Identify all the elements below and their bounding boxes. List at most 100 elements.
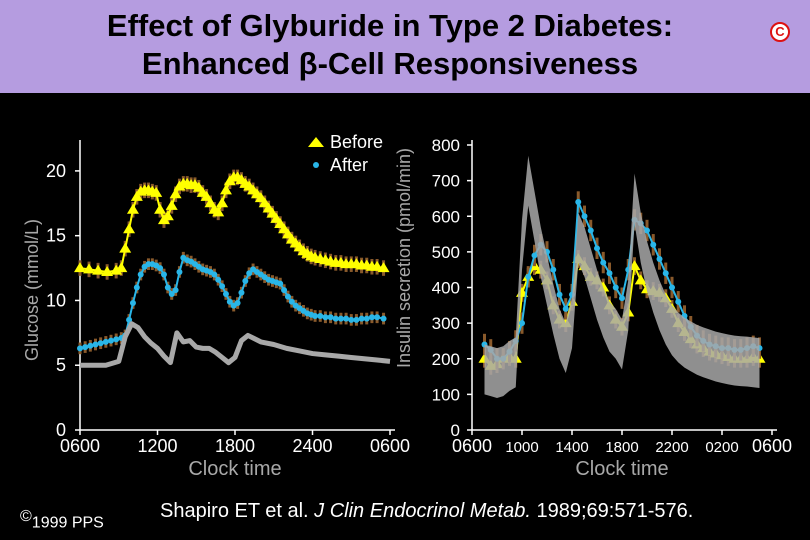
data-point-dot — [126, 316, 133, 323]
data-point-dot — [215, 276, 222, 283]
y-axis-title: Insulin secretion (pmol/min) — [394, 148, 414, 368]
x-tick-label: 0600 — [452, 436, 492, 456]
data-point-triangle — [161, 210, 174, 221]
x-tick-label: 2400 — [292, 436, 332, 456]
data-point-dot — [562, 305, 569, 312]
x-tick-label: 0200 — [705, 439, 738, 456]
data-point-dot — [575, 199, 582, 205]
data-point-dot — [363, 315, 370, 322]
data-point-dot — [277, 280, 284, 287]
data-point-dot — [353, 316, 360, 323]
y-axis-title: Glucose (mmol/L) — [22, 219, 42, 361]
y-tick-label: 600 — [432, 207, 460, 226]
legend-label-after: After — [330, 155, 368, 175]
data-point-triangle — [150, 186, 163, 197]
data-point-dot — [531, 252, 538, 259]
legend: Before After — [308, 132, 383, 175]
data-point-dot — [176, 268, 183, 275]
x-tick-label: 1800 — [605, 439, 638, 456]
y-tick-label: 20 — [46, 161, 66, 181]
data-point-dot — [358, 315, 365, 322]
data-point-dot — [332, 315, 339, 322]
x-tick-label: 0600 — [60, 436, 100, 456]
data-point-dot — [113, 336, 120, 343]
data-point-dot — [164, 284, 171, 291]
legend-label-before: Before — [330, 132, 383, 152]
series-before — [74, 169, 390, 280]
data-point-triangle — [74, 262, 86, 273]
data-point-dot — [594, 245, 600, 252]
data-point-dot — [669, 284, 675, 291]
data-point-triangle — [123, 223, 136, 234]
data-point-dot — [619, 295, 625, 302]
y-tick-label: 0 — [451, 421, 460, 440]
data-point-dot — [82, 344, 89, 351]
data-point-dot — [317, 313, 324, 319]
data-point-dot — [525, 273, 532, 280]
data-point-dot — [129, 300, 136, 307]
normal-range-band — [484, 155, 760, 398]
data-point-dot — [157, 265, 164, 272]
citation-authors: Shapiro ET et al. — [160, 500, 315, 522]
y-tick-label: 0 — [56, 420, 66, 440]
data-point-dot — [322, 314, 329, 321]
data-point-dot — [556, 291, 563, 298]
x-tick-label: 1400 — [555, 439, 588, 456]
y-tick-label: 15 — [46, 226, 66, 246]
data-point-dot — [133, 284, 140, 291]
data-point-dot — [238, 289, 245, 296]
data-point-dot — [519, 320, 525, 327]
data-point-triangle — [119, 242, 132, 253]
x-axis-title: Clock time — [575, 458, 668, 480]
series-normal-range — [80, 321, 391, 368]
data-point-dot — [92, 341, 99, 348]
x-tick-label: 1800 — [215, 436, 255, 456]
chart-panel-2: 0 100 200 300 400 500 600 700 800 0600 1000 1400 180… — [394, 136, 792, 480]
data-point-dot — [374, 314, 381, 321]
data-point-dot — [234, 300, 241, 307]
y-tick-label: 300 — [432, 314, 460, 333]
data-point-dot — [281, 287, 288, 294]
data-point-dot — [587, 227, 594, 234]
data-point-dot — [246, 270, 253, 277]
data-point-dot — [108, 337, 114, 344]
chart-title-line-1: Effect of Glyburide in Type 2 Diabetes: — [106, 8, 674, 43]
citation-details: 1989;69:571-576. — [530, 500, 694, 522]
data-point-dot — [284, 293, 291, 300]
data-point-dot — [226, 298, 233, 305]
data-point-dot — [137, 271, 144, 278]
data-point-dot — [368, 314, 375, 321]
data-point-dot — [288, 298, 295, 305]
data-point-triangle — [101, 265, 114, 276]
data-point-triangle — [83, 263, 96, 274]
data-point-dot — [675, 298, 682, 305]
data-point-dot — [77, 345, 83, 352]
data-point-triangle — [212, 206, 225, 217]
data-point-triangle — [216, 197, 229, 208]
copyright-notice: ©1999 PPS — [20, 508, 104, 532]
y-tick-label: 100 — [432, 385, 460, 404]
data-point-triangle — [204, 197, 217, 208]
data-point-triangle — [110, 264, 123, 275]
x-tick-label: 0600 — [370, 436, 410, 456]
data-point-dot — [612, 284, 619, 291]
y-tick-label: 5 — [56, 355, 66, 375]
data-point-dot — [211, 271, 218, 278]
data-point-triangle — [377, 262, 390, 273]
chart-title-line-2: Enhanced β-Cell Responsiveness — [141, 46, 639, 81]
series-normal-range — [484, 155, 760, 398]
series-after — [77, 251, 387, 355]
normal-range-line — [80, 321, 391, 368]
data-point-triangle — [130, 190, 143, 201]
y-tick-label: 200 — [432, 350, 460, 369]
data-point-dot — [219, 283, 226, 290]
series-line — [79, 176, 384, 273]
data-point-triangle — [92, 264, 105, 275]
y-tick-label: 800 — [432, 136, 460, 155]
legend-marker-dot — [313, 162, 319, 168]
legend-marker-triangle — [308, 137, 324, 147]
data-point-dot — [550, 266, 557, 273]
x-tick-label: 2200 — [655, 439, 688, 456]
y-tick-label: 400 — [432, 279, 460, 298]
copyright-symbol: © — [20, 508, 32, 525]
